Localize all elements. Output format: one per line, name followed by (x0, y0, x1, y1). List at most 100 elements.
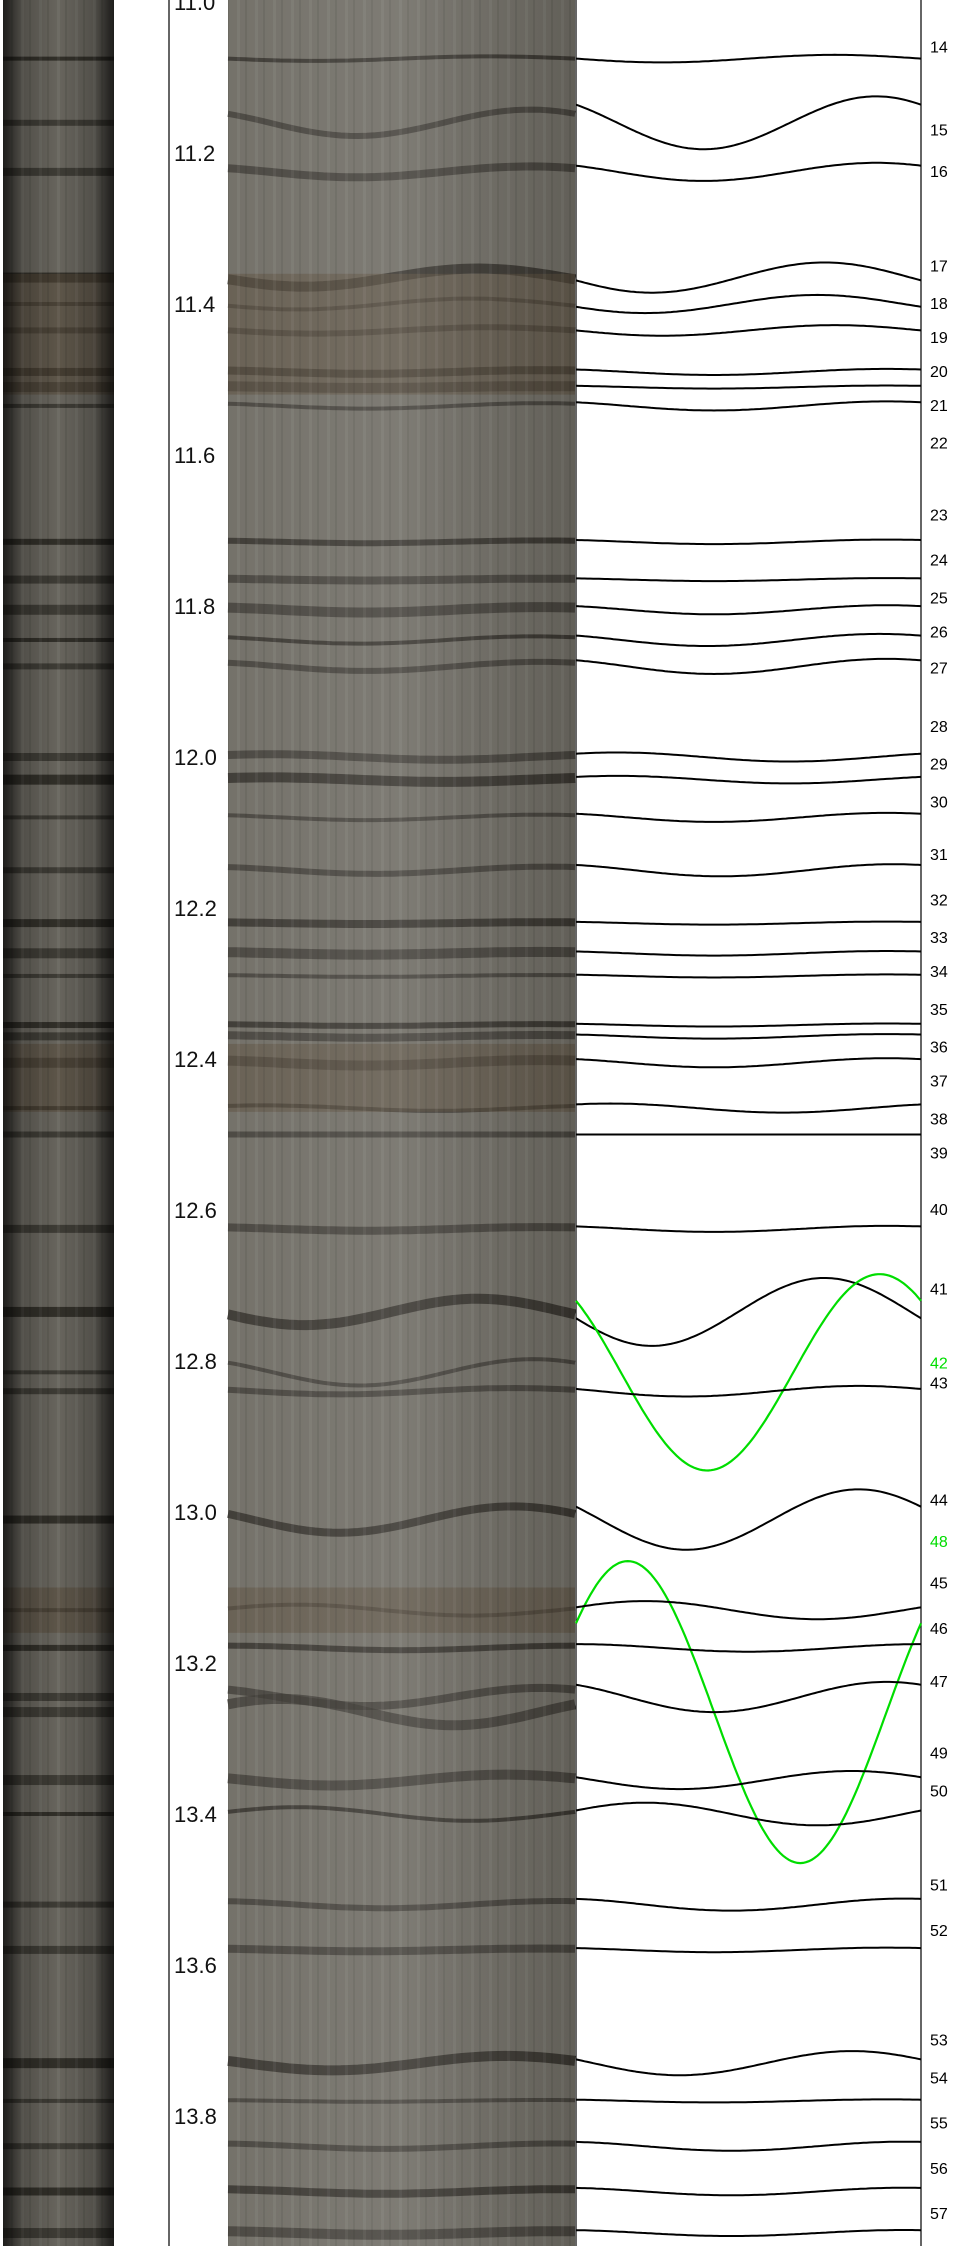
pick-label: 21 (930, 398, 948, 415)
pick-curve (575, 2140, 922, 2152)
pick-curve (575, 161, 922, 182)
pick-label: 40 (930, 1202, 948, 1219)
pick-label: 36 (930, 1040, 948, 1057)
depth-tick-label: 12.4 (174, 1047, 217, 1072)
pick-curve (575, 538, 922, 546)
pick-curve (575, 1600, 922, 1621)
depth-tick-label: 13.2 (174, 1651, 217, 1676)
pick-curve (575, 1559, 923, 1865)
pick-label: 55 (930, 2116, 948, 2133)
pick-curve (575, 2186, 921, 2197)
depth-tick-label: 11.0 (174, 0, 215, 15)
pick-label: 24 (930, 553, 948, 570)
pick-curve (575, 95, 922, 151)
sinusoid-panel-background (576, 0, 921, 2246)
pick-curve (576, 577, 922, 583)
pick-curve (575, 400, 922, 412)
pick-label: 34 (930, 964, 948, 981)
pick-label: 17 (930, 258, 948, 275)
pick-label: 19 (930, 330, 948, 347)
pick-curve (575, 811, 922, 823)
pick-label: 20 (930, 364, 948, 381)
pick-curve (575, 1102, 922, 1114)
pick-label: 39 (930, 1145, 948, 1162)
pick-label: 54 (930, 2070, 948, 2087)
pick-label: 37 (930, 1074, 948, 1091)
pick-curve (575, 384, 921, 390)
pick-label: 48 (930, 1534, 948, 1551)
depth-tick-label: 13.0 (174, 1500, 217, 1525)
pick-label: 14 (930, 39, 948, 56)
pick-label: 56 (930, 2161, 948, 2178)
core-image-unrolled-view (226, 0, 577, 2246)
pick-curve (575, 1277, 922, 1347)
pick-curve (575, 632, 922, 647)
pick-curve (575, 1801, 922, 1827)
depth-tick-label: 11.4 (174, 292, 215, 317)
pick-curve (575, 261, 922, 294)
pick-label: 29 (930, 757, 948, 774)
pick-curve (575, 604, 922, 616)
pick-label: 41 (930, 1281, 948, 1298)
pick-label: 47 (930, 1674, 948, 1691)
pick-label: 57 (930, 2206, 948, 2223)
pick-label: 53 (930, 2033, 948, 2050)
pick-label: 52 (930, 1923, 948, 1940)
pick-label: 42 (930, 1355, 948, 1372)
depth-tick-label: 11.2 (174, 141, 215, 166)
depth-tick-label: 12.6 (174, 1198, 217, 1223)
pick-curve (575, 1488, 922, 1551)
pick-curve (576, 2098, 922, 2104)
pick-label: 35 (930, 1002, 948, 1019)
pick-curve (575, 751, 922, 763)
depth-tick-label: 13.6 (174, 1953, 217, 1978)
pick-curve (575, 1224, 922, 1233)
pick-label: 32 (930, 892, 948, 909)
pick-label: 43 (930, 1376, 948, 1393)
pick-label: 18 (930, 296, 948, 313)
depth-tick-label: 11.8 (174, 594, 215, 619)
pick-label: 22 (930, 436, 948, 453)
pick-label: 27 (930, 661, 948, 678)
depth-tick-label: 13.4 (174, 1802, 217, 1827)
pick-curve (575, 1057, 922, 1069)
core-image-side-shading (3, 0, 114, 2246)
pick-curve (575, 367, 922, 376)
depth-tick-label: 12.8 (174, 1349, 217, 1374)
pick-curve (576, 1946, 922, 1954)
core-image-unrolled-shading (228, 0, 575, 2246)
pick-curve (575, 973, 921, 979)
pick-label: 33 (930, 930, 948, 947)
pick-label: 16 (930, 164, 948, 181)
pick-curves (575, 53, 923, 2237)
depth-tick-label: 13.8 (174, 2104, 217, 2129)
pick-label: 44 (930, 1493, 948, 1510)
pick-label: 23 (930, 507, 948, 524)
pick-curve (575, 657, 922, 676)
depth-tick-label: 12.0 (174, 745, 217, 770)
pick-curve (575, 1033, 921, 1040)
pick-label: 28 (930, 719, 948, 736)
pick-label: 50 (930, 1783, 948, 1800)
pick-label: 25 (930, 590, 948, 607)
pick-curve (575, 1022, 921, 1028)
pick-label: 38 (930, 1111, 948, 1128)
pick-label: 15 (930, 122, 948, 139)
pick-curve (575, 774, 922, 785)
depth-axis-ticks: 11.0 11.2 11.4 11.6 11.8 12.0 12.2 12.4 12.6 12.8… (174, 0, 217, 2129)
pick-label: 30 (930, 794, 948, 811)
pick-curve (576, 2229, 922, 2237)
pick-curve (575, 1384, 922, 1398)
pick-curve (576, 920, 922, 926)
pick-label: 26 (930, 624, 948, 641)
pick-curve (576, 1643, 921, 1653)
pick-curve (575, 1897, 922, 1912)
depth-tick-label: 11.6 (174, 443, 215, 468)
pick-curve (575, 863, 922, 878)
pick-label: 45 (930, 1576, 948, 1593)
pick-curve (575, 1680, 922, 1714)
pick-curve (575, 1770, 922, 1791)
pick-label: 46 (930, 1621, 948, 1638)
depth-tick-label: 12.2 (174, 896, 217, 921)
